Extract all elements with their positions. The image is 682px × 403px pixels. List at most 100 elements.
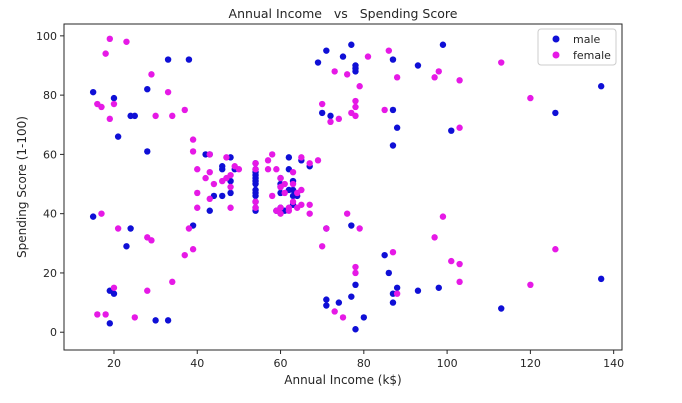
point-male [352, 326, 359, 333]
point-female [227, 204, 234, 211]
point-male [327, 112, 334, 120]
point-male [389, 106, 397, 114]
point-female [456, 124, 463, 131]
point-female [381, 106, 388, 114]
point-female [277, 204, 284, 211]
point-male [360, 314, 368, 321]
point-male [389, 56, 397, 63]
point-female [439, 213, 447, 220]
point-female [356, 225, 363, 232]
point-female [448, 257, 455, 265]
point-male [318, 109, 326, 117]
point-female [331, 308, 338, 315]
point-male [348, 293, 355, 300]
point-female [194, 189, 201, 197]
point-female [131, 314, 138, 321]
point-female [289, 198, 297, 206]
point-female [456, 278, 463, 286]
point-male [389, 299, 397, 306]
point-female [306, 201, 313, 208]
x-tick-label: 140 [603, 357, 624, 370]
point-female [456, 260, 463, 268]
point-male [144, 86, 151, 93]
point-male [206, 207, 213, 214]
point-male [127, 225, 134, 232]
point-female [352, 269, 359, 277]
point-female [306, 210, 313, 217]
point-male [439, 41, 447, 48]
point-male [114, 133, 122, 140]
point-female [331, 68, 338, 75]
point-female [285, 207, 293, 214]
point-male [448, 127, 455, 134]
y-axis: 0 20 40 60 80 100 [36, 30, 64, 339]
point-male [152, 317, 159, 324]
point-male [323, 47, 330, 54]
point-female [264, 157, 272, 164]
point-female [385, 47, 393, 54]
point-male [352, 281, 359, 288]
point-female [389, 249, 397, 256]
x-tick-label: 80 [357, 357, 371, 370]
point-female [289, 168, 297, 176]
point-female [235, 166, 243, 173]
point-male [110, 94, 118, 102]
point-female [102, 50, 109, 57]
point-male [393, 124, 401, 131]
point-female [206, 168, 213, 176]
point-male [131, 112, 138, 120]
point-female [352, 103, 359, 111]
point-female [314, 157, 322, 164]
point-female [281, 180, 288, 188]
point-female [223, 154, 230, 161]
point-male [164, 56, 172, 63]
point-female [110, 100, 118, 108]
point-female [352, 97, 359, 105]
point-female [94, 311, 101, 318]
point-male [323, 296, 330, 303]
legend-marker-male [552, 35, 560, 43]
point-female [152, 112, 159, 120]
point-female [169, 278, 176, 286]
x-tick-label: 40 [190, 357, 204, 370]
point-female [264, 166, 272, 173]
legend-label-male: male [573, 33, 601, 46]
point-female [273, 166, 280, 173]
point-male [348, 41, 355, 48]
point-female [252, 166, 259, 173]
point-female [252, 204, 259, 211]
point-male [106, 320, 114, 327]
point-female [252, 160, 259, 167]
point-female [527, 281, 534, 288]
point-female [393, 290, 401, 297]
point-female [252, 198, 259, 206]
point-male [285, 154, 293, 161]
x-tick-label: 20 [107, 357, 121, 370]
point-male [252, 186, 259, 194]
point-female [298, 154, 305, 161]
point-female [552, 246, 559, 253]
point-female [456, 77, 463, 84]
point-male [323, 302, 330, 309]
point-male [219, 192, 226, 200]
point-male [164, 317, 172, 324]
point-female [164, 88, 172, 96]
point-female [269, 192, 276, 200]
point-female [202, 174, 209, 182]
y-tick-label: 80 [43, 89, 57, 102]
point-female [144, 287, 151, 294]
point-female [335, 115, 343, 123]
point-female [169, 112, 176, 120]
point-female [194, 204, 201, 211]
y-tick-label: 100 [36, 30, 57, 43]
point-female [364, 53, 372, 60]
point-female [356, 83, 363, 90]
point-male [414, 287, 422, 294]
y-axis-label: Spending Score (1-100) [15, 116, 29, 258]
point-male [597, 275, 605, 283]
point-male [89, 213, 97, 220]
point-female [98, 103, 105, 111]
point-male [89, 88, 97, 96]
point-female [269, 151, 276, 158]
